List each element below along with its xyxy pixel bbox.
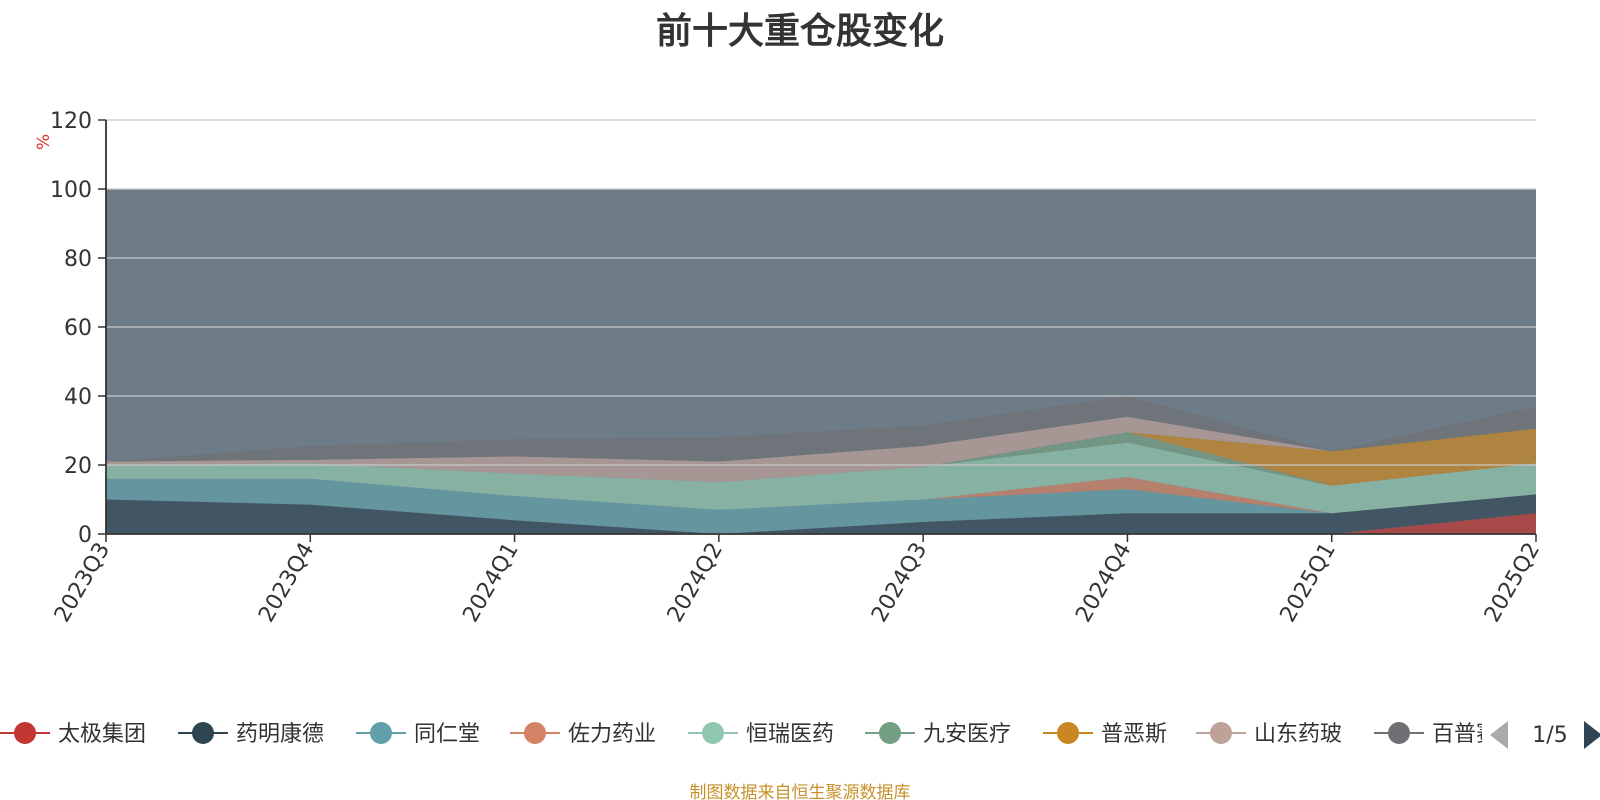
series-area-2 (106, 478, 1536, 534)
series-area-4 (106, 442, 1536, 514)
legend-marker-3 (524, 722, 546, 744)
legend-marker-4 (702, 722, 724, 744)
legend-marker-5 (879, 722, 901, 744)
legend-item-7: 山东药玻 (1254, 722, 1342, 747)
x-tick-label-0: 2023Q3 (50, 539, 115, 627)
series-area-0 (106, 513, 1536, 534)
legend-item-1: 药明康德 (236, 722, 324, 747)
y-tick-label-5: 100 (50, 178, 92, 203)
legend-marker-2 (370, 722, 392, 744)
x-tick-label-7: 2025Q2 (1480, 539, 1545, 627)
x-tick-label-1: 2023Q4 (254, 539, 319, 627)
y-tick-label-3: 60 (64, 316, 92, 341)
source-note: 制图数据来自恒生聚源数据库 (689, 783, 911, 800)
legend-page-indicator: 1/5 (1532, 723, 1567, 748)
legend-next-icon (1584, 721, 1600, 749)
x-tick-label-6: 2025Q1 (1276, 539, 1341, 627)
legend-item-5: 九安医疗 (923, 722, 1011, 747)
legend-marker-6 (1057, 722, 1079, 744)
legend-item-2: 同仁堂 (414, 722, 480, 747)
y-tick-label-0: 0 (78, 523, 92, 548)
y-tick-label-1: 20 (64, 454, 92, 479)
y-tick-label-4: 80 (64, 247, 92, 272)
legend-item-6: 普恶斯 (1101, 722, 1167, 747)
legend-marker-7 (1210, 722, 1232, 744)
chart-title: 前十大重仓股变化 (655, 11, 944, 52)
legend-marker-0 (14, 722, 36, 744)
legend-item-3: 佐力药业 (568, 722, 656, 747)
x-tick-label-4: 2024Q3 (867, 539, 932, 627)
x-tick-label-5: 2024Q4 (1071, 539, 1136, 627)
y-tick-label-6: 120 (50, 109, 92, 134)
legend-marker-1 (192, 722, 214, 744)
legend-item-4: 恒瑞医药 (746, 722, 834, 747)
y-tick-label-2: 40 (64, 385, 92, 410)
x-tick-label-2: 2024Q1 (458, 539, 523, 627)
legend-marker-8 (1388, 722, 1410, 744)
series-area-6 (106, 428, 1536, 486)
series-area-8 (106, 396, 1536, 462)
x-tick-label-3: 2024Q2 (663, 539, 728, 627)
series-area-7 (106, 416, 1536, 483)
legend-item-0: 太极集团 (58, 722, 146, 747)
series-area-1 (106, 494, 1536, 534)
legend-prev-icon (1490, 721, 1508, 749)
